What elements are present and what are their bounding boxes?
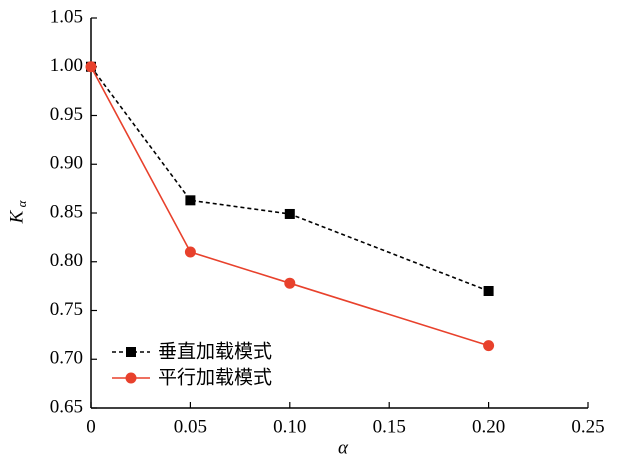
- x-tick-label: 0: [86, 416, 96, 437]
- data-point: [185, 195, 196, 206]
- x-axis-label: α: [338, 437, 349, 458]
- y-axis-label: K: [6, 209, 27, 224]
- data-point: [483, 340, 495, 352]
- y-axis-label-subscript: α: [14, 199, 29, 207]
- legend-label: 平行加载模式: [158, 367, 272, 389]
- series-line: [90, 66, 489, 347]
- y-tick-label: 0.80: [50, 250, 83, 271]
- data-point: [284, 277, 296, 289]
- y-tick-label: 1.05: [50, 6, 83, 27]
- y-tick-label: 0.85: [50, 201, 83, 222]
- x-tick-label: 0.20: [472, 416, 505, 437]
- series-line: [90, 66, 489, 292]
- x-tick-label: 0.10: [273, 416, 306, 437]
- legend-marker: [125, 372, 137, 384]
- y-tick-label: 0.70: [50, 348, 83, 369]
- y-tick-label: 0.90: [50, 153, 83, 174]
- data-point: [284, 208, 295, 219]
- y-tick-label: 0.95: [50, 104, 83, 125]
- y-axis-label-group: K α: [6, 199, 29, 224]
- y-tick-label: 0.65: [50, 396, 83, 417]
- data-point: [85, 61, 97, 73]
- y-tick-label: 0.75: [50, 299, 83, 320]
- x-tick-label: 0.05: [174, 416, 207, 437]
- x-tick-label: 0.25: [571, 416, 604, 437]
- data-point: [184, 246, 196, 258]
- data-point: [483, 286, 494, 296]
- x-tick-label: 0.15: [373, 416, 406, 437]
- y-tick-label: 1.00: [50, 55, 83, 76]
- legend-label: 垂直加载模式: [158, 341, 272, 363]
- legend-marker: [126, 347, 136, 357]
